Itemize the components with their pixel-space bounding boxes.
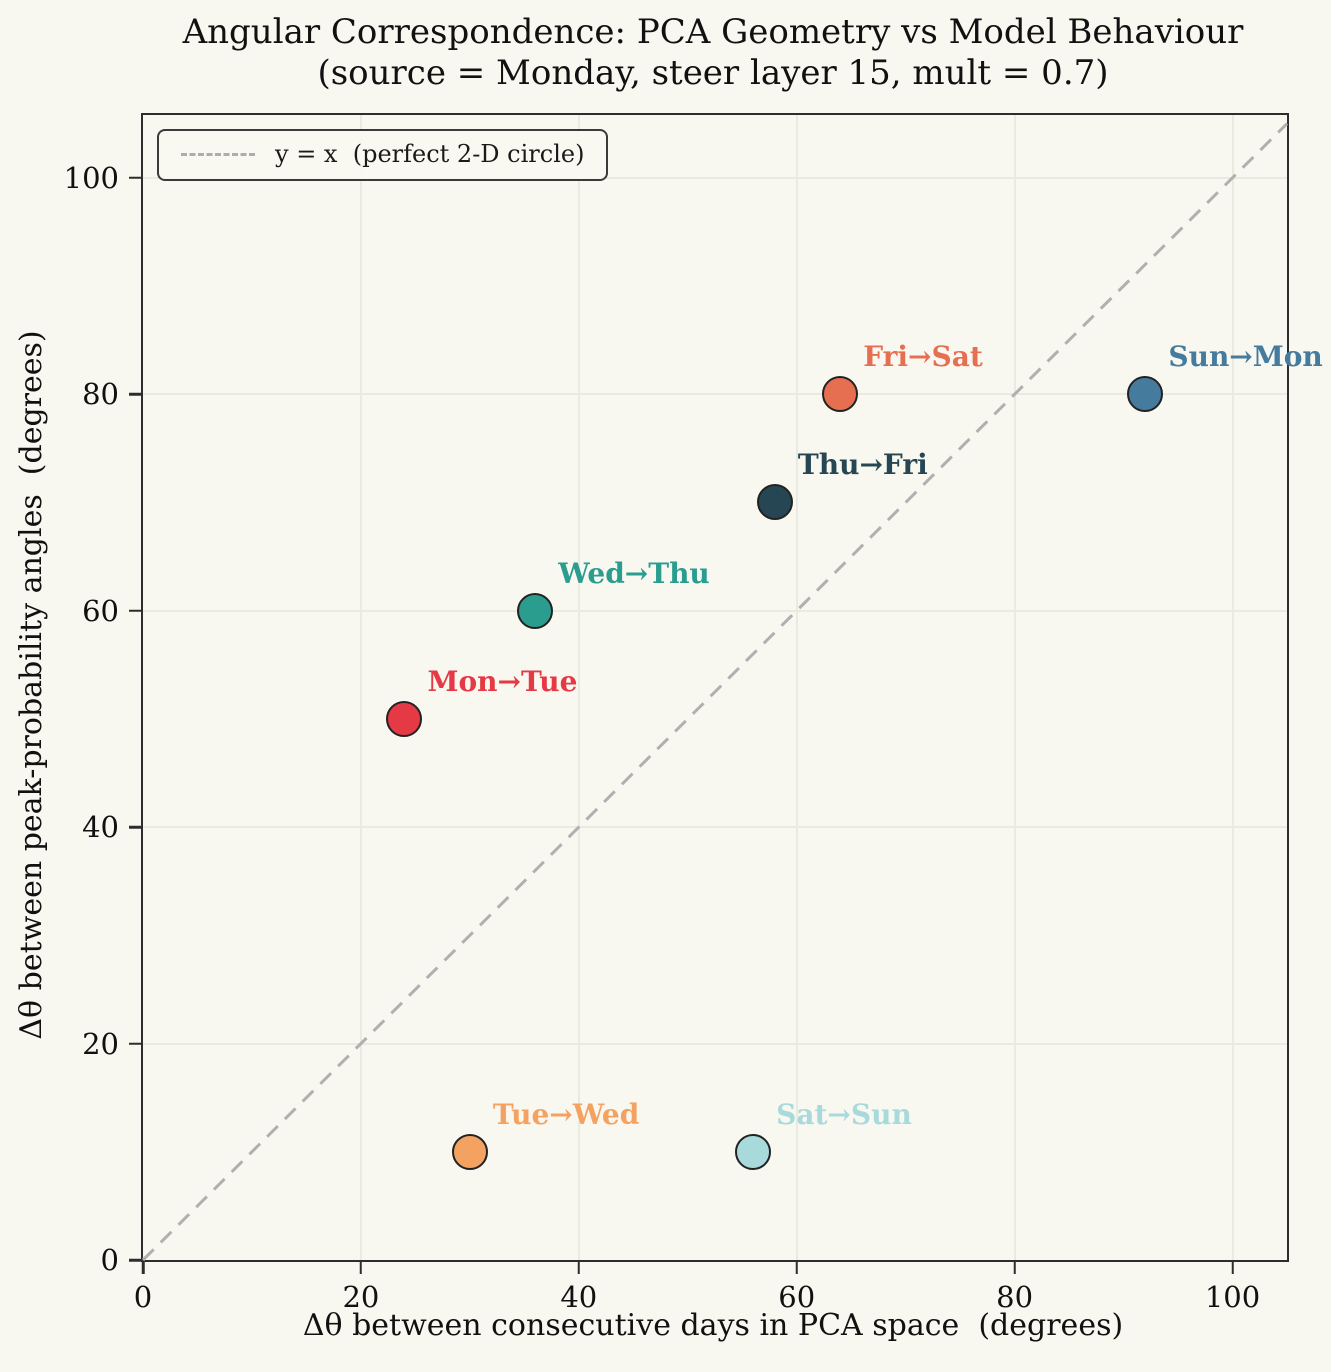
y-tick-label: 20: [82, 1026, 119, 1061]
x-gridline: [359, 115, 362, 1260]
y-tick-label: 40: [82, 810, 119, 845]
data-point-label: Wed→Thu: [558, 556, 710, 590]
y-tick-mark: [129, 1042, 141, 1045]
chart-title-block: Angular Correspondence: PCA Geometry vs …: [141, 12, 1285, 95]
x-tick-mark: [141, 1262, 145, 1274]
y-gridline: [143, 609, 1287, 612]
data-point-label: Tue→Wed: [492, 1097, 640, 1131]
x-tick-label: 40: [560, 1280, 598, 1314]
y-gridline: [143, 176, 1287, 179]
x-axis-label: Δθ between consecutive days in PCA space…: [302, 1308, 1124, 1343]
x-tick-mark: [795, 1262, 798, 1274]
y-tick-label: 80: [82, 377, 119, 412]
y-gridline: [143, 393, 1287, 396]
x-tick-label: 0: [133, 1280, 153, 1314]
y-tick-mark: [129, 176, 141, 180]
legend-label: y = x (perfect 2-D circle): [275, 140, 585, 168]
data-point: [451, 1133, 488, 1170]
y-gridline: [143, 1042, 1287, 1045]
x-gridline: [795, 115, 798, 1260]
x-tick-label: 20: [342, 1280, 380, 1314]
x-gridline: [1231, 115, 1234, 1260]
y-gridline: [143, 826, 1287, 829]
x-gridline: [577, 115, 580, 1260]
y-tick-label: 60: [82, 593, 119, 628]
x-tick-label: 80: [996, 1280, 1034, 1314]
data-point-label: Sat→Sun: [776, 1097, 912, 1131]
x-tick-mark: [359, 1262, 363, 1274]
y-tick-label: 100: [63, 160, 119, 195]
x-tick-label: 60: [778, 1280, 816, 1314]
data-point: [517, 592, 554, 629]
data-point-label: Sun→Mon: [1168, 340, 1323, 374]
chart-title: Angular Correspondence: PCA Geometry vs …: [182, 12, 1244, 52]
x-tick-mark: [1231, 1262, 1234, 1274]
y-tick-mark: [129, 392, 141, 396]
x-tick-mark: [577, 1262, 581, 1274]
x-tick-mark: [1013, 1262, 1016, 1274]
identity-line: [143, 115, 1287, 1260]
data-point-label: Fri→Sat: [863, 340, 983, 374]
y-tick-mark: [129, 1258, 141, 1262]
legend-box: y = x (perfect 2-D circle): [157, 129, 609, 181]
data-point: [1127, 376, 1164, 413]
x-gridline: [1013, 115, 1016, 1260]
data-point: [386, 700, 423, 737]
y-axis-label-text: Δθ between peak-probability angles (degr…: [14, 330, 49, 1040]
y-tick-label: 0: [100, 1243, 119, 1277]
plot-area: y = x (perfect 2-D circle) 0 20 40 60 80 100 0…: [64, 113, 1323, 1314]
data-point-label: Thu→Fri: [797, 448, 928, 482]
data-point: [756, 484, 793, 521]
dashed-line-icon: [181, 152, 255, 156]
x-tick-label: 100: [1204, 1280, 1261, 1314]
y-tick-mark: [129, 825, 141, 829]
chart-subtitle: (source = Monday, steer layer 15, mult =…: [317, 53, 1109, 94]
data-point: [735, 1133, 772, 1170]
data-point-label: Mon→Tue: [427, 664, 578, 698]
y-tick-mark: [129, 609, 141, 612]
data-point: [822, 376, 859, 413]
